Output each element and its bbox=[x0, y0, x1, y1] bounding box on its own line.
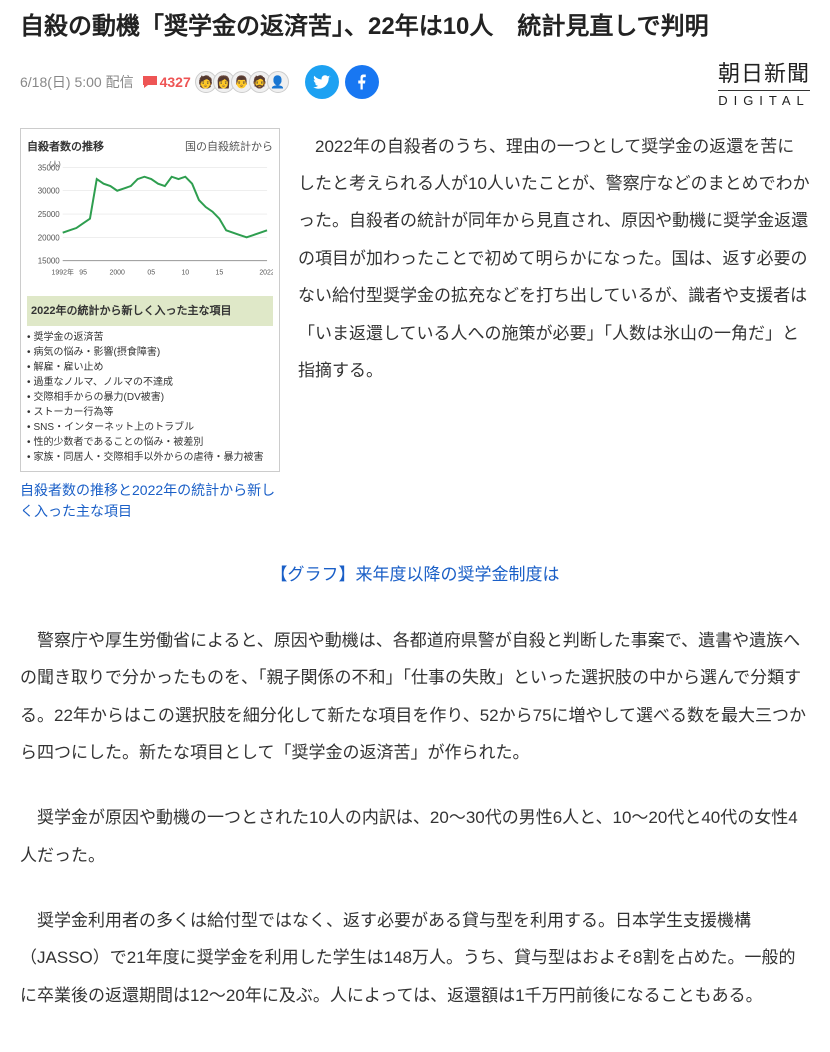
twitter-icon bbox=[313, 73, 331, 91]
new-item: 家族・同居人・交際相手以外からの虐待・暴力被害 bbox=[27, 450, 273, 465]
new-item: SNS・インターネット上のトラブル bbox=[27, 420, 273, 435]
body-paragraph: 警察庁や厚生労働省によると、原因や動機は、各都道府県警が自殺と判断した事案で、遺… bbox=[20, 622, 810, 772]
svg-text:(人): (人) bbox=[49, 160, 61, 168]
figure-caption: 自殺者数の推移と2022年の統計から新しく入った主な項目 bbox=[20, 480, 280, 522]
source-logo[interactable]: 朝日新聞 DIGITAL bbox=[718, 56, 810, 108]
body-paragraphs: 警察庁や厚生労働省によると、原因や動機は、各都道府県警が自殺と判断した事案で、遺… bbox=[20, 622, 810, 1015]
publish-date: 6/18(日) 5:00 配信 bbox=[20, 72, 134, 92]
meta-row: 6/18(日) 5:00 配信 4327 🧑 👩 👨 🧔 👤 朝日新聞 DIGI… bbox=[20, 56, 810, 108]
share-twitter-button[interactable] bbox=[305, 65, 339, 99]
comment-count[interactable]: 4327 bbox=[142, 74, 191, 90]
svg-text:1992年: 1992年 bbox=[52, 267, 74, 276]
new-item: ストーカー行為等 bbox=[27, 405, 273, 420]
article-figure[interactable]: 自殺者数の推移 国の自殺統計から 15000200002500030000350… bbox=[20, 128, 280, 523]
new-items-header: 2022年の統計から新しく入った主な項目 bbox=[27, 296, 273, 326]
svg-text:10: 10 bbox=[181, 269, 189, 276]
new-item: 過重なノルマ、ノルマの不達成 bbox=[27, 375, 273, 390]
body-paragraph: 奨学金利用者の多くは給付型ではなく、返す必要がある貸与型を利用する。日本学生支援… bbox=[20, 902, 810, 1014]
new-item: 解雇・雇い止め bbox=[27, 360, 273, 375]
new-item: 奨学金の返済苦 bbox=[27, 330, 273, 345]
svg-text:20000: 20000 bbox=[38, 233, 61, 242]
new-items-list: 奨学金の返済苦病気の悩み・影響(摂食障害)解雇・雇い止め過重なノルマ、ノルマの不… bbox=[27, 330, 273, 465]
comment-icon bbox=[142, 75, 158, 89]
svg-text:15000: 15000 bbox=[38, 256, 61, 265]
avatar: 👤 bbox=[267, 71, 289, 93]
svg-text:2022: 2022 bbox=[259, 269, 273, 276]
new-item: 病気の悩み・影響(摂食障害) bbox=[27, 345, 273, 360]
svg-text:95: 95 bbox=[79, 269, 87, 276]
new-item: 交際相手からの暴力(DV被害) bbox=[27, 390, 273, 405]
chart-source: 国の自殺統計から bbox=[185, 135, 273, 159]
article-headline: 自殺の動機「奨学金の返済苦」、22年は10人 統計見直しで判明 bbox=[20, 10, 810, 44]
facebook-icon bbox=[353, 73, 371, 91]
svg-text:25000: 25000 bbox=[38, 210, 61, 219]
svg-text:2000: 2000 bbox=[109, 269, 125, 276]
svg-text:05: 05 bbox=[147, 269, 155, 276]
body-paragraph: 奨学金が原因や動機の一つとされた10人の内訳は、20～30代の男性6人と、10～… bbox=[20, 799, 810, 874]
share-facebook-button[interactable] bbox=[345, 65, 379, 99]
new-item: 性的少数者であることの悩み・被差別 bbox=[27, 435, 273, 450]
commenter-avatars[interactable]: 🧑 👩 👨 🧔 👤 bbox=[199, 71, 289, 93]
related-link[interactable]: 【グラフ】来年度以降の奨学金制度は bbox=[20, 556, 810, 593]
suicide-trend-chart: 1500020000250003000035000(人)1992年9520000… bbox=[27, 159, 273, 279]
chart-title: 自殺者数の推移 bbox=[27, 141, 104, 153]
svg-text:30000: 30000 bbox=[38, 186, 61, 195]
svg-text:15: 15 bbox=[216, 269, 224, 276]
